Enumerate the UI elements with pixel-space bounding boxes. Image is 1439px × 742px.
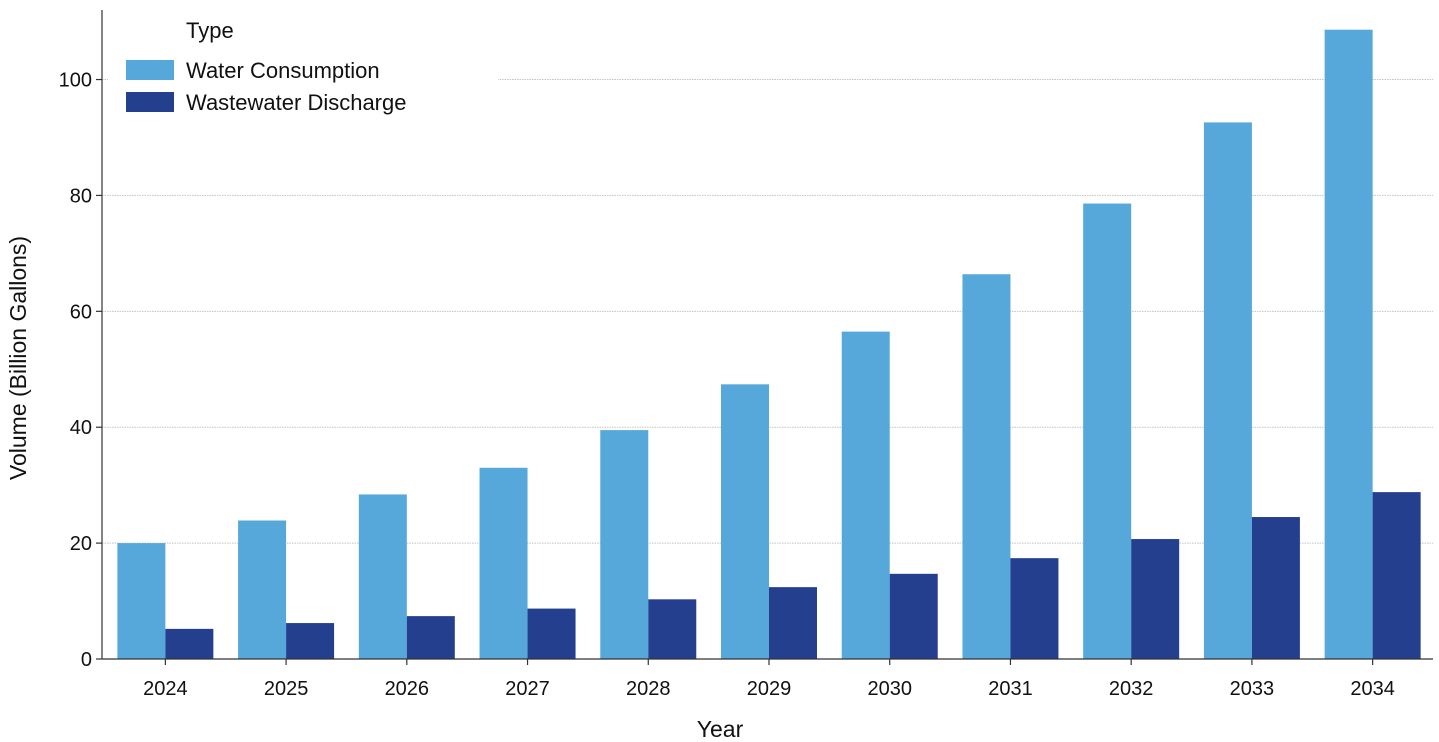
y-tick-label-0: 0	[81, 649, 92, 671]
bar-water-consumption-2028	[600, 430, 649, 659]
bar-water-consumption-2027	[479, 467, 528, 659]
bar-wastewater-discharge-2030	[889, 573, 938, 659]
bar-water-consumption-2024	[117, 543, 166, 659]
x-axis-ticks: 2024 2025 2026 2027 2028 2029 2030 2031 2032 2033…	[143, 659, 1395, 700]
x-tick-label-2034: 2034	[1350, 678, 1395, 700]
bar-wastewater-discharge-2031	[1010, 558, 1059, 659]
legend-swatch-wastewater-discharge	[126, 92, 174, 112]
bar-wastewater-discharge-2032	[1131, 539, 1180, 659]
x-tick-label-2024: 2024	[143, 678, 188, 700]
bar-water-consumption-2030	[841, 331, 890, 659]
bar-wastewater-discharge-2034	[1372, 492, 1421, 659]
y-axis-title: Volume (Billion Gallons)	[5, 236, 31, 480]
legend-swatch-water-consumption	[126, 60, 174, 80]
bar-wastewater-discharge-2029	[769, 587, 817, 659]
bar-water-consumption-2029	[721, 384, 769, 659]
bar-water-consumption-2034	[1324, 29, 1373, 660]
bar-wastewater-discharge-2024	[165, 628, 214, 659]
x-tick-label-2028: 2028	[626, 678, 671, 700]
y-tick-label-40: 40	[70, 417, 92, 439]
y-tick-label-60: 60	[70, 301, 92, 323]
x-tick-label-2027: 2027	[505, 678, 550, 700]
bar-wastewater-discharge-2033	[1251, 517, 1300, 659]
bar-wastewater-discharge-2026	[406, 616, 455, 659]
bar-water-consumption-2026	[358, 494, 407, 659]
x-tick-label-2025: 2025	[264, 678, 309, 700]
y-axis-ticks: 0 20 40 60 80 100	[59, 70, 102, 671]
bar-wastewater-discharge-2028	[648, 599, 697, 659]
bar-water-consumption-2031	[962, 274, 1011, 659]
y-tick-label-100: 100	[59, 70, 92, 92]
legend-label-water-consumption: Water Consumption	[186, 58, 380, 83]
y-tick-label-80: 80	[70, 185, 92, 207]
legend-label-wastewater-discharge: Wastewater Discharge	[186, 90, 406, 115]
x-tick-label-2029: 2029	[747, 678, 792, 700]
legend-title: Type	[186, 18, 234, 43]
bar-water-consumption-2025	[238, 520, 287, 659]
x-tick-label-2032: 2032	[1109, 678, 1154, 700]
bar-water-consumption-2033	[1203, 122, 1252, 659]
bar-wastewater-discharge-2025	[286, 623, 335, 659]
x-tick-label-2030: 2030	[867, 678, 912, 700]
bar-wastewater-discharge-2027	[527, 608, 576, 659]
x-axis-title: Year	[697, 716, 744, 742]
legend: Type Water Consumption Wastewater Discha…	[108, 10, 498, 118]
bars	[117, 29, 1421, 660]
x-tick-label-2033: 2033	[1230, 678, 1275, 700]
y-tick-label-20: 20	[70, 533, 92, 555]
x-tick-label-2026: 2026	[385, 678, 430, 700]
bar-water-consumption-2032	[1083, 203, 1132, 659]
x-tick-label-2031: 2031	[988, 678, 1033, 700]
